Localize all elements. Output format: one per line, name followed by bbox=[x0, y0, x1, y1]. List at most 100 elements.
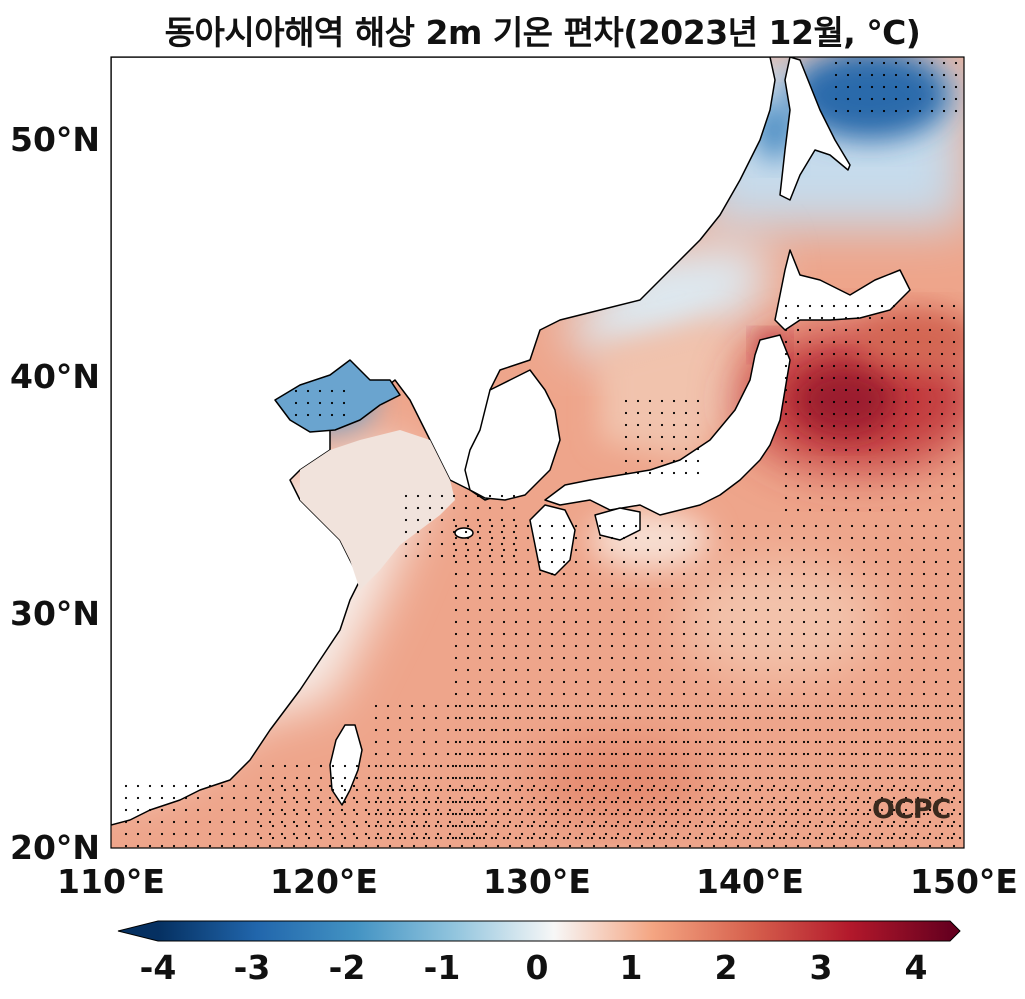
stipple-dot bbox=[494, 836, 498, 840]
stipple-dot bbox=[850, 752, 854, 756]
stipple-dot bbox=[598, 836, 602, 840]
stipple-dot bbox=[136, 808, 140, 812]
stipple-dot bbox=[778, 680, 782, 684]
stipple-dot bbox=[856, 508, 860, 512]
stipple-dot bbox=[902, 764, 906, 768]
stipple-dot bbox=[586, 788, 590, 792]
stipple-dot bbox=[478, 632, 482, 636]
stipple-dot bbox=[778, 764, 782, 768]
stipple-dot bbox=[556, 844, 560, 848]
stipple-dot bbox=[890, 752, 894, 756]
stipple-dot bbox=[466, 632, 470, 636]
stipple-dot bbox=[878, 728, 882, 732]
stipple-dot bbox=[538, 584, 542, 588]
stipple-dot bbox=[880, 460, 884, 464]
stipple-dot bbox=[482, 764, 486, 768]
stipple-dot bbox=[574, 764, 578, 768]
stipple-dot bbox=[466, 740, 470, 744]
stipple-dot bbox=[331, 776, 335, 780]
stipple-dot bbox=[482, 716, 486, 720]
stipple-dot bbox=[602, 728, 606, 732]
stipple-dot bbox=[646, 548, 650, 552]
stipple-dot bbox=[452, 554, 456, 558]
stipple-dot bbox=[436, 844, 440, 848]
stipple-dot bbox=[514, 704, 518, 708]
stipple-dot bbox=[802, 716, 806, 720]
stipple-dot bbox=[754, 632, 758, 636]
stipple-dot bbox=[658, 776, 662, 780]
stipple-dot bbox=[706, 812, 710, 816]
stipple-dot bbox=[502, 596, 506, 600]
stipple-dot bbox=[914, 824, 918, 828]
stipple-dot bbox=[818, 752, 822, 756]
stipple-dot bbox=[454, 728, 458, 732]
stipple-dot bbox=[958, 524, 962, 528]
stipple-dot bbox=[526, 800, 530, 804]
stipple-dot bbox=[398, 824, 402, 828]
stipple-dot bbox=[898, 548, 902, 552]
stipple-dot bbox=[746, 764, 750, 768]
stipple-dot bbox=[928, 340, 932, 344]
stipple-dot bbox=[562, 740, 566, 744]
stipple-dot bbox=[696, 399, 700, 403]
stipple-dot bbox=[494, 812, 498, 816]
stipple-dot bbox=[448, 808, 452, 812]
stipple-dot bbox=[682, 680, 686, 684]
stipple-dot bbox=[856, 304, 860, 308]
stipple-dot bbox=[952, 508, 956, 512]
stipple-dot bbox=[550, 704, 554, 708]
stipple-dot bbox=[364, 832, 368, 836]
stipple-dot bbox=[698, 764, 702, 768]
stipple-dot bbox=[295, 800, 299, 804]
stipple-dot bbox=[778, 668, 782, 672]
stipple-dot bbox=[271, 776, 275, 780]
stipple-dot bbox=[724, 844, 728, 848]
stipple-dot bbox=[674, 716, 678, 720]
stipple-dot bbox=[952, 448, 956, 452]
stipple-dot bbox=[892, 436, 896, 440]
stipple-dot bbox=[832, 352, 836, 356]
stipple-dot bbox=[718, 632, 722, 636]
stipple-dot bbox=[256, 844, 260, 848]
stipple-dot bbox=[562, 524, 566, 528]
stipple-dot bbox=[730, 536, 734, 540]
stipple-dot bbox=[808, 340, 812, 344]
stipple-dot bbox=[694, 704, 698, 708]
stipple-dot bbox=[684, 435, 688, 439]
stipple-dot bbox=[904, 832, 908, 836]
stipple-dot bbox=[184, 808, 188, 812]
stipple-dot bbox=[454, 692, 458, 696]
stipple-dot bbox=[530, 716, 534, 720]
stipple-dot bbox=[636, 411, 640, 415]
stipple-dot bbox=[590, 764, 594, 768]
stipple-dot bbox=[718, 716, 722, 720]
stipple-dot bbox=[826, 788, 830, 792]
stipple-dot bbox=[624, 447, 628, 451]
stipple-dot bbox=[526, 728, 530, 732]
stipple-dot bbox=[295, 836, 299, 840]
stipple-dot bbox=[886, 764, 890, 768]
stipple-dot bbox=[470, 776, 474, 780]
stipple-dot bbox=[610, 752, 614, 756]
stipple-dot bbox=[454, 548, 458, 552]
stipple-dot bbox=[398, 740, 402, 744]
stipple-dot bbox=[208, 796, 212, 800]
stipple-dot bbox=[942, 61, 946, 65]
stipple-dot bbox=[850, 584, 854, 588]
stipple-dot bbox=[622, 656, 626, 660]
stipple-dot bbox=[784, 796, 788, 800]
stipple-dot bbox=[820, 340, 824, 344]
stipple-dot bbox=[634, 668, 638, 672]
stipple-dot bbox=[586, 716, 590, 720]
stipple-dot bbox=[614, 764, 618, 768]
stipple-dot bbox=[196, 844, 200, 848]
stipple-dot bbox=[946, 812, 950, 816]
stipple-dot bbox=[754, 536, 758, 540]
stipple-dot bbox=[682, 536, 686, 540]
stipple-dot bbox=[490, 680, 494, 684]
stipple-dot bbox=[850, 764, 854, 768]
stipple-dot bbox=[802, 776, 806, 780]
stipple-dot bbox=[415, 824, 419, 828]
stipple-dot bbox=[832, 328, 836, 332]
stipple-dot bbox=[686, 764, 690, 768]
